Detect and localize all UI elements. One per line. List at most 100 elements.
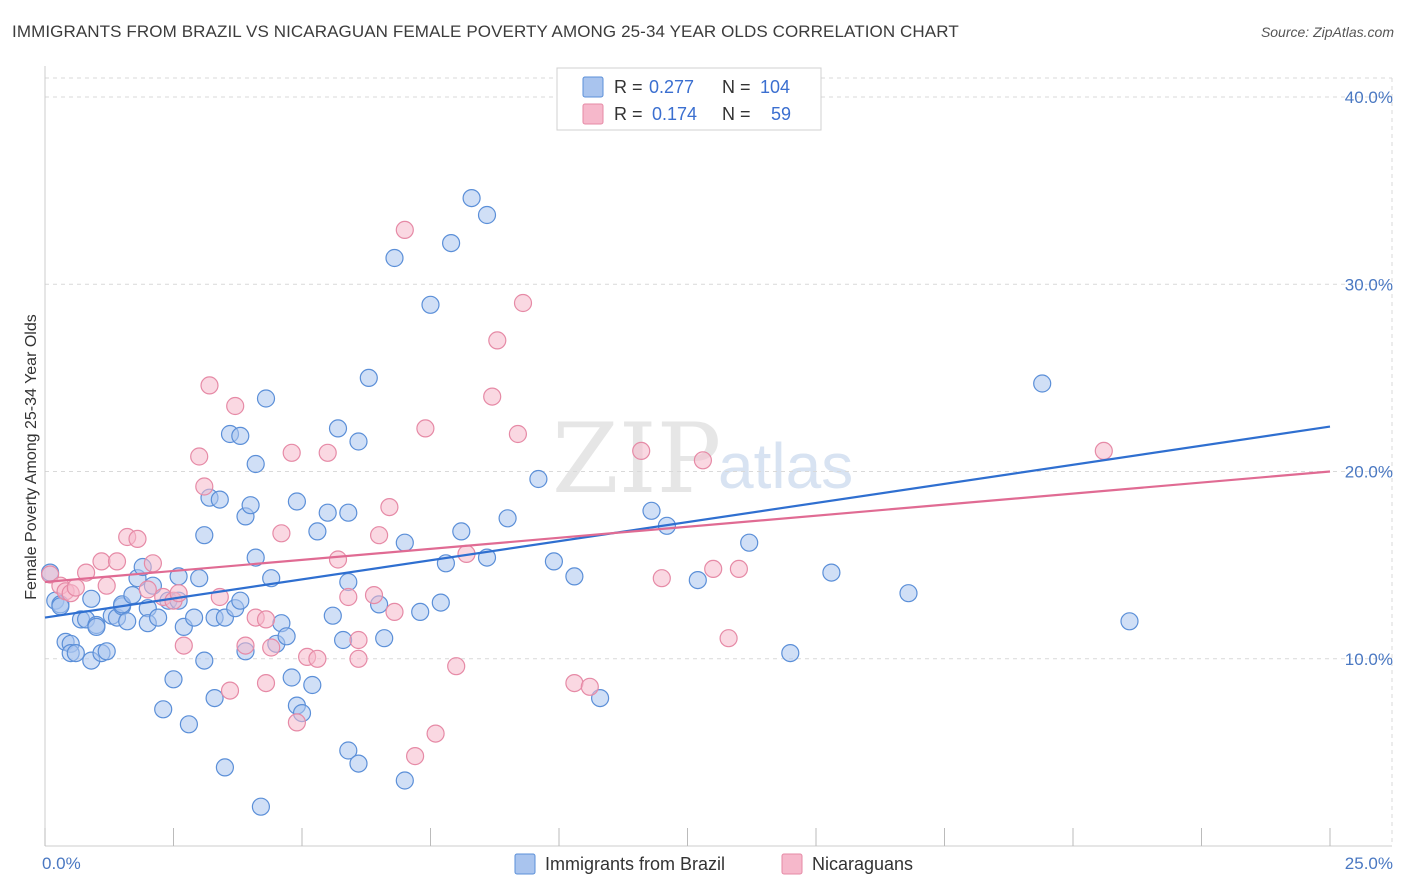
bottom-legend-swatch-pink [781, 853, 803, 875]
data-point [210, 490, 229, 509]
data-point [339, 503, 358, 522]
legend-box: R = 0.277 N = 104 R = 0.174 N = 59 [556, 67, 822, 131]
data-point [128, 529, 147, 549]
data-point [395, 220, 414, 239]
tick-labels: 10.0% 20.0% 30.0% 40.0% 0.0% 25.0% [42, 88, 1393, 873]
data-point [318, 443, 337, 462]
data-point [426, 724, 445, 743]
data-point [66, 578, 85, 597]
legend-swatch-blue [582, 76, 604, 98]
data-point [241, 496, 260, 515]
data-point [416, 419, 435, 438]
data-point [508, 424, 528, 444]
data-point [513, 293, 533, 313]
data-point [529, 469, 548, 489]
data-point [349, 754, 368, 773]
chart-title: IMMIGRANTS FROM BRAZIL VS NICARAGUAN FEM… [12, 22, 959, 41]
data-point [442, 234, 461, 253]
data-point [395, 533, 414, 552]
data-point [179, 715, 198, 734]
data-point [272, 524, 291, 543]
trend-lines [44, 425, 1331, 619]
watermark-atlas: atlas [718, 430, 853, 502]
data-point [97, 576, 116, 595]
data-point [226, 396, 245, 416]
data-point [185, 608, 204, 627]
data-point [149, 608, 168, 627]
data-point [498, 509, 517, 528]
data-point [138, 580, 157, 599]
data-point [190, 447, 209, 466]
data-point [364, 585, 384, 605]
data-point [277, 627, 296, 646]
watermark-zip: ZIP [552, 403, 721, 515]
data-point [339, 741, 358, 760]
y-axis-label: Female Poverty Among 25-34 Year Olds [23, 314, 40, 600]
data-point [370, 526, 389, 545]
data-point [123, 585, 142, 605]
data-point [822, 563, 841, 582]
legend-r-label-2: R = [614, 104, 643, 124]
data-point [66, 643, 85, 663]
data-point [97, 642, 116, 661]
legend-r-label-1: R = [614, 77, 643, 97]
data-point [231, 591, 250, 610]
data-point [339, 587, 358, 607]
bottom-legend: Immigrants from Brazil Nicaraguans [514, 853, 913, 875]
legend-swatch-pink [582, 103, 604, 125]
data-point [642, 501, 661, 520]
data-point [195, 477, 214, 496]
data-point [580, 677, 599, 696]
data-point [349, 630, 368, 650]
data-point [729, 559, 749, 579]
data-point [164, 670, 183, 689]
data-point [421, 295, 440, 314]
bottom-legend-label-pink: Nicaraguans [812, 854, 913, 874]
data-point [328, 550, 348, 569]
data-point [704, 559, 723, 579]
data-point [544, 552, 564, 571]
data-point [308, 649, 327, 668]
x-tick-label-max: 25.0% [1345, 854, 1393, 873]
legend-n-label-2: N = [722, 104, 751, 124]
data-point [287, 492, 306, 511]
data-point [143, 554, 162, 573]
trend-line-nicaraguans [44, 470, 1331, 584]
data-point [462, 189, 481, 208]
data-point [246, 454, 265, 474]
data-point [87, 617, 106, 637]
data-point [220, 681, 240, 700]
data-point [328, 419, 348, 438]
data-point [251, 797, 270, 816]
data-point [154, 700, 173, 719]
data-point [632, 441, 651, 460]
data-point [174, 636, 193, 655]
data-point [118, 612, 137, 631]
data-point [565, 567, 584, 586]
data-point [411, 602, 430, 622]
data-point [76, 563, 96, 582]
source-label: Source: ZipAtlas.com [1260, 24, 1394, 40]
data-point [231, 426, 250, 445]
data-point [349, 649, 368, 668]
data-point [256, 673, 276, 693]
data-point [323, 606, 342, 625]
data-point [652, 569, 671, 588]
data-point [740, 533, 759, 552]
data-point [262, 638, 281, 657]
data-point [483, 387, 502, 406]
data-point [92, 552, 111, 571]
trend-line-brazil [44, 425, 1331, 619]
data-point [688, 570, 707, 590]
data-point [318, 503, 337, 522]
bottom-legend-label-blue: Immigrants from Brazil [545, 854, 725, 874]
data-point [385, 602, 404, 622]
data-point [447, 657, 466, 676]
data-point [256, 389, 276, 408]
y-tick-label: 40.0% [1345, 88, 1393, 107]
data-point [781, 643, 800, 663]
data-point [308, 522, 327, 541]
data-point [107, 552, 127, 571]
legend-n-label-1: N = [722, 77, 751, 97]
data-point [590, 688, 610, 708]
